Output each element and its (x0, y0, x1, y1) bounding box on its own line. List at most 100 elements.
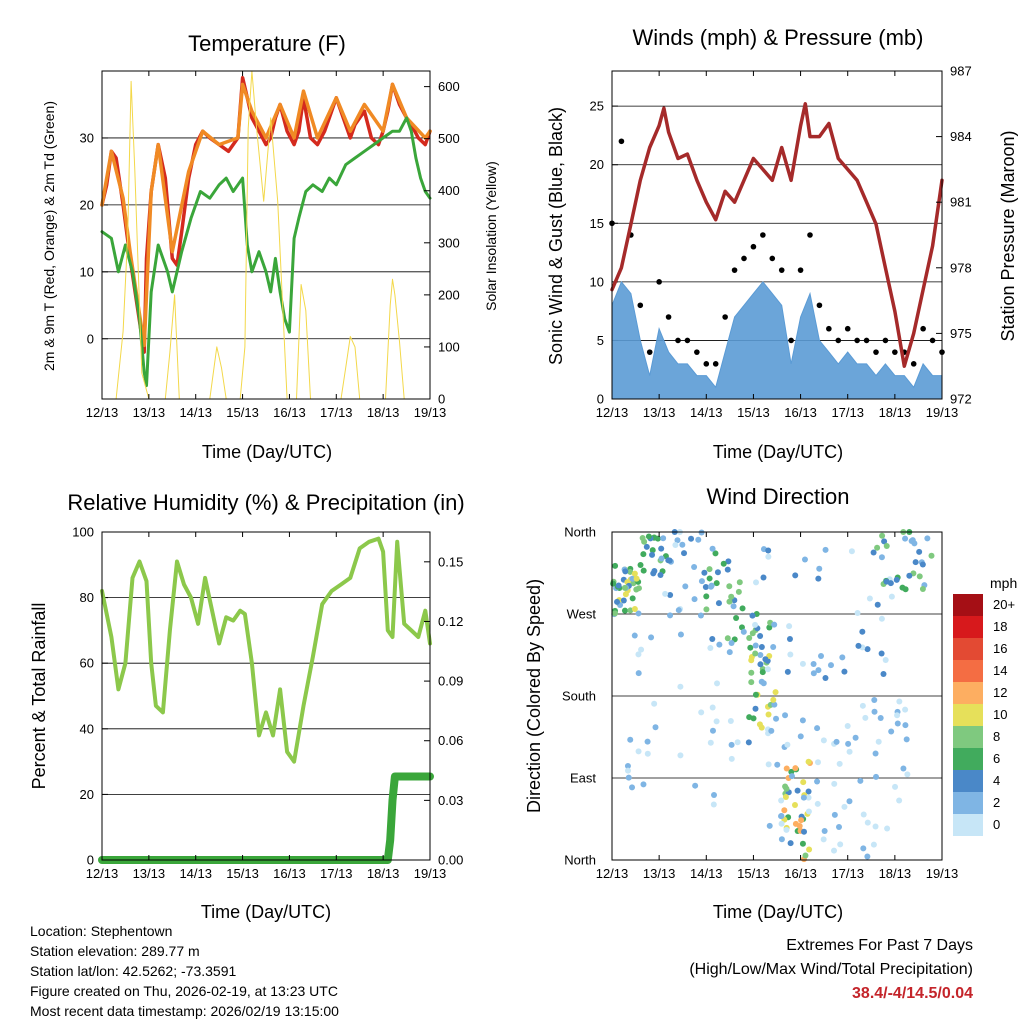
winds-gust-point (807, 232, 813, 238)
recent-timestamp: Most recent data timestamp: 2026/02/19 1… (30, 1003, 339, 1019)
direction-speed-point (643, 543, 650, 550)
winds-gust-point (873, 349, 879, 355)
direction-speed-point (866, 595, 873, 602)
direction-speed-point (727, 717, 734, 724)
direction-speed-point (692, 782, 699, 789)
direction-speed-point (884, 825, 891, 832)
winds-gust-point (646, 349, 653, 355)
temperature-xtick-label: 16/13 (273, 405, 306, 420)
temperature-y2tick-label: 500 (438, 131, 460, 146)
colorbar-swatch (953, 792, 983, 814)
direction-speed-point (635, 670, 642, 677)
direction-speed-point (756, 721, 763, 728)
direction-speed-point (827, 662, 834, 669)
direction-speed-point (697, 612, 704, 619)
winds-gust-point (731, 267, 738, 273)
direction-speed-point (888, 728, 895, 735)
direction-speed-point (765, 547, 772, 554)
direction-speed-point (633, 575, 640, 582)
temperature-ytick-label: 20 (80, 197, 94, 212)
direction-speed-point (760, 574, 767, 581)
direction-speed-point (714, 569, 721, 576)
direction-speed-point (728, 593, 735, 600)
winds-xtick-label: 18/13 (879, 405, 912, 420)
humidity-y2tick-label: 0.00 (438, 853, 463, 868)
winds-ylabel-right: Station Pressure (Maroon) (998, 130, 1018, 341)
direction-speed-point (752, 691, 759, 698)
direction-speed-point (864, 853, 871, 860)
direction-speed-point (805, 758, 812, 765)
direction-speed-point (841, 668, 848, 675)
direction-speed-point (654, 535, 661, 542)
direction-speed-point (821, 828, 828, 835)
direction-speed-point (924, 535, 931, 542)
direction-speed-point (644, 738, 651, 745)
direction-speed-point (757, 651, 764, 658)
colorbar-label: 0 (993, 817, 1000, 832)
direction-speed-point (635, 610, 642, 617)
direction-speed-point (747, 644, 754, 651)
humidity-xtick-label: 18/13 (367, 866, 400, 881)
direction-speed-point (706, 575, 713, 582)
direction-speed-point (787, 651, 794, 658)
direction-plot-frame (611, 531, 943, 861)
colorbar-swatch (953, 770, 983, 792)
direction-speed-point (894, 712, 901, 719)
direction-speed-point (857, 777, 864, 784)
direction-speed-point (798, 817, 805, 824)
winds-xtick-label: 12/13 (596, 405, 629, 420)
direction-speed-point (649, 547, 656, 554)
direction-speed-point (650, 570, 657, 577)
direction-speed-point (801, 556, 808, 563)
winds-xtick-label: 13/13 (643, 405, 676, 420)
direction-speed-point (770, 696, 777, 703)
direction-speed-point (820, 836, 827, 843)
direction-speed-point (644, 750, 651, 757)
station-location: Location: Stephentown (30, 923, 173, 939)
colorbar-swatch (953, 660, 983, 682)
direction-speed-point (752, 642, 759, 649)
direction-speed-point (716, 641, 723, 648)
winds-gust-point (665, 314, 672, 320)
direction-speed-point (870, 549, 877, 556)
direction-speed-point (796, 823, 803, 830)
direction-speed-point (738, 624, 745, 631)
direction-speed-point (786, 623, 793, 630)
humidity-ytick-label: 20 (80, 787, 94, 802)
winds-xtick-label: 17/13 (831, 405, 864, 420)
winds-title: Winds (mph) & Pressure (mb) (633, 25, 924, 50)
direction-speed-point (748, 679, 755, 686)
humidity-y2tick-label: 0.09 (438, 674, 463, 689)
direction-speed-point (709, 704, 716, 711)
direction-speed-point (928, 552, 935, 559)
humidity-y2tick-label: 0.12 (438, 614, 463, 629)
direction-speed-point (860, 811, 867, 818)
humidity-title: Relative Humidity (%) & Precipitation (i… (67, 490, 464, 515)
direction-speed-point (912, 559, 919, 566)
direction-speed-point (627, 736, 634, 743)
winds-ytick-label: 15 (590, 216, 604, 231)
direction-speed-point (877, 715, 884, 722)
direction-speed-point (883, 543, 890, 550)
direction-speed-point (703, 606, 710, 613)
direction-speed-point (724, 635, 731, 642)
direction-speed-point (852, 734, 859, 741)
direction-speed-point (728, 755, 735, 762)
direction-speed-point (806, 846, 813, 853)
humidity-xtick-label: 12/13 (86, 866, 119, 881)
humidity-ytick-label: 100 (72, 525, 94, 540)
colorbar-label: 2 (993, 795, 1000, 810)
winds-gust-point (675, 337, 681, 344)
direction-speed-point (878, 650, 885, 657)
colorbar-title: mph (990, 575, 1017, 591)
winds-gust-point (863, 337, 870, 344)
humidity-series-total-precipitation (98, 772, 434, 864)
winds-gust-point (769, 255, 776, 262)
temperature-xtick-label: 17/13 (320, 405, 353, 420)
winds-ylabel-left: Sonic Wind & Gust (Blue, Black) (546, 107, 566, 365)
humidity-xtick-label: 16/13 (273, 866, 306, 881)
temperature-ylabel-left: 2m & 9m T (Red, Orange) & 2m Td (Green) (41, 101, 57, 371)
winds-gust-point (712, 361, 719, 367)
direction-speed-point (708, 582, 715, 589)
